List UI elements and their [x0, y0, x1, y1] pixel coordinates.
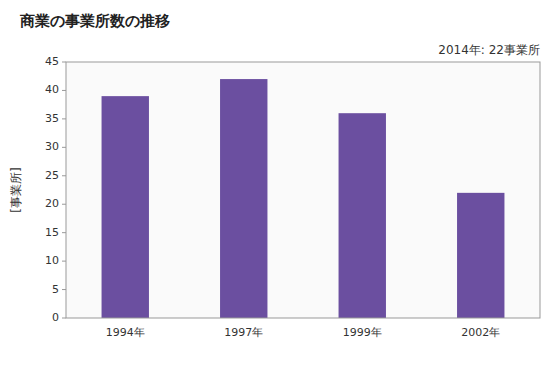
x-tick-label: 1994年: [106, 326, 145, 339]
y-tick-label: 15: [45, 226, 59, 239]
x-tick-label: 1997年: [224, 326, 263, 339]
x-tick-label: 2002年: [461, 326, 500, 339]
plot-background: [66, 62, 540, 318]
y-tick-label: 20: [45, 197, 59, 210]
y-tick: [62, 318, 66, 319]
y-tick-label: 10: [45, 254, 59, 267]
y-tick: [62, 261, 66, 262]
y-tick: [62, 289, 66, 290]
y-tick-label: 0: [52, 311, 59, 324]
y-tick: [62, 175, 66, 176]
bar: [457, 193, 504, 318]
x-tick-label: 1999年: [343, 326, 382, 339]
chart-container: 0 5 10 15 20 25 30 35 40 45 1994年 1997年 1999年 2002年 [事…: [0, 0, 560, 366]
y-tick: [62, 147, 66, 148]
y-tick-label: 25: [45, 169, 59, 182]
y-tick: [62, 62, 66, 63]
y-tick-label: 35: [45, 112, 59, 125]
y-tick-label: 5: [52, 283, 59, 296]
title: 商業の事業所数の推移: [19, 12, 170, 30]
y-tick: [62, 90, 66, 91]
bars: [102, 79, 505, 318]
y-tick: [62, 232, 66, 233]
annotation: 2014年: 22事業所: [438, 43, 540, 57]
chart-svg: 0 5 10 15 20 25 30 35 40 45 1994年 1997年 1999年 2002年 [事…: [0, 0, 560, 366]
bar: [339, 113, 386, 318]
plot-frame: [66, 62, 540, 318]
bar: [220, 79, 267, 318]
y-tick-label: 40: [45, 83, 59, 96]
y-axis-label: [事業所]: [9, 167, 23, 212]
y-tick-label: 30: [45, 140, 59, 153]
y-tick: [62, 118, 66, 119]
y-tick-label: 45: [45, 55, 59, 68]
bar: [102, 96, 149, 318]
y-tick: [62, 204, 66, 205]
